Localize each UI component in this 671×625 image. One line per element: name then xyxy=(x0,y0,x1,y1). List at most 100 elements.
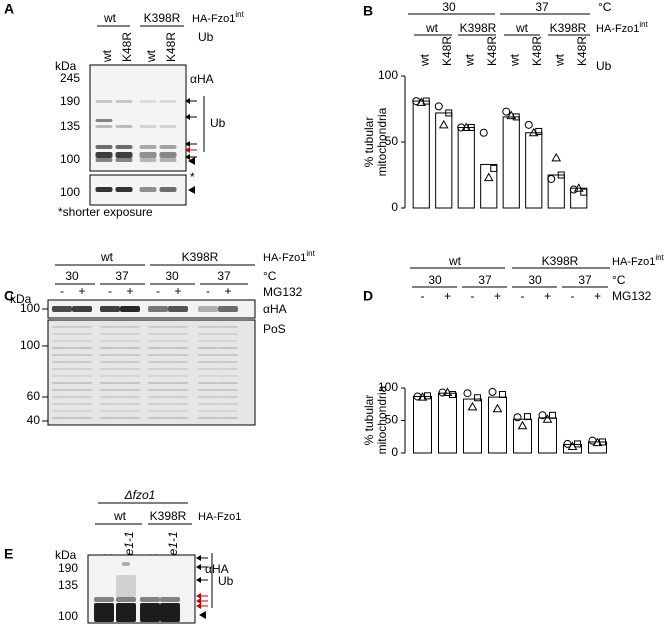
band xyxy=(116,597,136,602)
replicate-point xyxy=(449,391,456,398)
band xyxy=(139,152,157,158)
band xyxy=(148,417,168,419)
band xyxy=(218,361,238,363)
label: 100 xyxy=(20,338,40,352)
band xyxy=(218,382,238,384)
label: - xyxy=(108,284,112,298)
band xyxy=(120,333,140,335)
band xyxy=(100,361,120,363)
x-tick-label: wt xyxy=(417,53,431,67)
label: αHA xyxy=(190,72,214,86)
y-tick-label: 50 xyxy=(385,134,399,148)
replicate-point xyxy=(517,420,528,430)
band xyxy=(120,326,140,328)
band xyxy=(120,368,140,370)
replicate-point xyxy=(573,183,584,192)
band xyxy=(148,403,168,405)
x-tick-label: wt xyxy=(507,53,521,67)
label: K398R xyxy=(460,21,497,35)
construct-name: HA-Fzo1 xyxy=(263,252,306,264)
label: wt xyxy=(103,11,117,25)
band xyxy=(218,347,238,349)
band xyxy=(115,145,133,149)
replicate-point xyxy=(483,172,494,182)
label: B xyxy=(363,3,373,19)
band xyxy=(218,306,238,312)
band xyxy=(218,368,238,370)
label: - xyxy=(60,284,64,298)
band xyxy=(148,340,168,342)
band xyxy=(218,410,238,412)
label: 37 xyxy=(115,269,129,283)
label: 100 xyxy=(60,185,80,199)
band xyxy=(198,396,218,398)
band xyxy=(148,396,168,398)
label: 30 xyxy=(428,273,442,287)
band xyxy=(72,354,92,356)
label: + xyxy=(126,284,133,298)
band xyxy=(168,382,188,384)
band xyxy=(218,354,238,356)
band xyxy=(95,152,113,158)
band xyxy=(72,368,92,370)
label: wt xyxy=(448,254,462,268)
bar xyxy=(563,444,582,454)
replicate-point xyxy=(424,392,431,400)
band xyxy=(100,410,120,412)
label: wt xyxy=(425,21,439,35)
band xyxy=(95,145,113,149)
band xyxy=(168,410,188,412)
label: 135 xyxy=(58,578,78,592)
band xyxy=(218,403,238,405)
band xyxy=(198,354,218,356)
replicate-point xyxy=(512,113,520,121)
replicate-point xyxy=(535,127,543,135)
band xyxy=(52,333,72,335)
label: K48R xyxy=(164,32,178,62)
band xyxy=(120,382,140,384)
band xyxy=(218,340,238,342)
band xyxy=(218,326,238,328)
band xyxy=(198,410,218,412)
replicate-point xyxy=(574,440,581,448)
band xyxy=(140,603,160,622)
bar xyxy=(513,418,532,454)
x-tick-label: + xyxy=(594,289,601,303)
band xyxy=(139,125,157,128)
band xyxy=(148,333,168,335)
band xyxy=(72,410,92,412)
band-marker xyxy=(199,611,206,619)
label: 100 xyxy=(60,152,80,166)
band xyxy=(52,396,72,398)
bar xyxy=(413,395,432,454)
label: wt xyxy=(100,250,114,264)
label: αHA xyxy=(263,302,287,316)
label: 190 xyxy=(58,561,78,575)
bar xyxy=(435,112,453,209)
arrow-head xyxy=(196,603,201,609)
arrow-head xyxy=(185,98,190,104)
band xyxy=(139,145,157,149)
band xyxy=(100,326,120,328)
label: Ub xyxy=(596,59,612,73)
label: + xyxy=(174,284,181,298)
band xyxy=(72,417,92,419)
label: * xyxy=(190,170,195,184)
band xyxy=(72,361,92,363)
band xyxy=(218,396,238,398)
band xyxy=(148,410,168,412)
replicate-point xyxy=(580,188,588,196)
label: C xyxy=(4,288,14,304)
band xyxy=(72,389,92,391)
band xyxy=(72,306,92,312)
band xyxy=(52,382,72,384)
y-tick-label: 100 xyxy=(378,380,398,394)
x-tick-label: - xyxy=(521,289,525,303)
band xyxy=(198,347,218,349)
band xyxy=(120,340,140,342)
replicate-point xyxy=(488,387,497,396)
band xyxy=(168,354,188,356)
replicate-point xyxy=(524,413,531,421)
band xyxy=(120,306,140,312)
arrow-head xyxy=(196,598,201,604)
